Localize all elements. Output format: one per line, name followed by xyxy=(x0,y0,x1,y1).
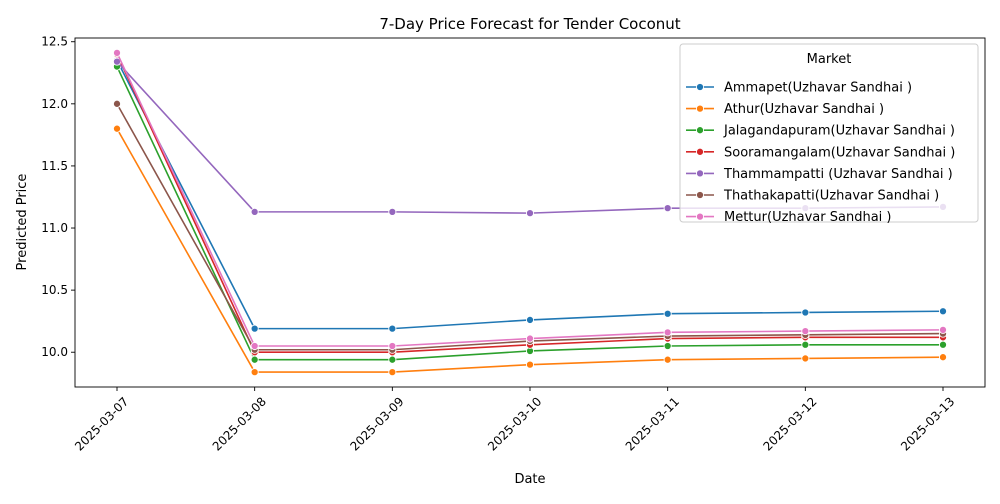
series-point-4-4 xyxy=(663,204,672,213)
series-point-1-6 xyxy=(938,353,948,362)
series-point-0-1 xyxy=(250,324,259,333)
y-tick-label-3: 11.5 xyxy=(41,159,68,173)
series-point-1-1 xyxy=(250,368,259,377)
series-point-2-2 xyxy=(388,355,397,364)
legend-entry-label-2: Jalagandapuram(Uzhavar Sandhai ) xyxy=(723,124,955,139)
y-tick-label-0: 10.0 xyxy=(41,345,68,359)
legend-swatch-marker-6 xyxy=(695,212,705,221)
legend-title: Market xyxy=(807,52,852,67)
series-point-5-0 xyxy=(112,99,122,108)
legend-entry-label-4: Thammampatti (Uzhavar Sandhai ) xyxy=(723,167,953,182)
y-tick-label-2: 11.0 xyxy=(41,221,68,235)
series-point-0-3 xyxy=(525,315,535,324)
series-point-6-1 xyxy=(250,341,259,351)
series-point-0-5 xyxy=(801,308,810,317)
legend-swatch-marker-4 xyxy=(695,169,705,178)
series-point-1-2 xyxy=(388,368,397,377)
legend-entry-label-0: Ammapet(Uzhavar Sandhai ) xyxy=(724,81,912,96)
series-point-1-0 xyxy=(112,124,122,133)
series-point-0-6 xyxy=(938,307,948,316)
series-point-4-1 xyxy=(250,207,259,216)
series-point-2-4 xyxy=(663,341,672,351)
y-tick-label-4: 12.0 xyxy=(41,97,68,111)
series-point-6-3 xyxy=(525,334,535,343)
series-point-1-3 xyxy=(525,360,535,369)
legend-swatch-marker-0 xyxy=(695,82,705,92)
series-point-6-4 xyxy=(663,328,672,337)
series-point-6-2 xyxy=(388,341,397,351)
legend-box xyxy=(679,43,979,223)
legend: Market Ammapet(Uzhavar Sandhai ) Athur(Uz… xyxy=(679,43,979,225)
legend-entry-label-1: Athur(Uzhavar Sandhai ) xyxy=(724,102,884,117)
y-tick-label-1: 10.5 xyxy=(41,283,68,297)
series-point-2-1 xyxy=(250,355,259,364)
legend-entry-label-5: Thathakapatti(Uzhavar Sandhai ) xyxy=(723,189,939,204)
legend-entry-label-6: Mettur(Uzhavar Sandhai ) xyxy=(724,210,891,225)
legend-entry-label-3: Sooramangalam(Uzhavar Sandhai ) xyxy=(724,145,955,160)
legend-swatch-marker-2 xyxy=(695,126,705,135)
series-point-6-0 xyxy=(112,48,122,57)
x-axis-label: Date xyxy=(514,472,545,487)
series-point-4-3 xyxy=(525,209,535,218)
y-tick-label-5: 12.5 xyxy=(41,35,68,49)
series-point-6-5 xyxy=(801,327,810,336)
series-point-2-5 xyxy=(801,340,810,349)
series-point-0-4 xyxy=(663,309,672,318)
legend-swatch-marker-5 xyxy=(695,190,705,200)
legend-swatch-marker-1 xyxy=(695,104,705,113)
series-point-1-4 xyxy=(663,355,672,364)
chart-title: 7-Day Price Forecast for Tender Coconut xyxy=(379,15,680,33)
series-point-0-2 xyxy=(388,324,397,333)
y-axis-label: Predicted Price xyxy=(15,174,30,271)
series-point-2-6 xyxy=(938,340,948,349)
series-point-4-2 xyxy=(388,207,397,216)
legend-swatch-marker-3 xyxy=(695,147,705,156)
series-point-6-6 xyxy=(938,325,948,334)
series-point-1-5 xyxy=(801,354,810,363)
